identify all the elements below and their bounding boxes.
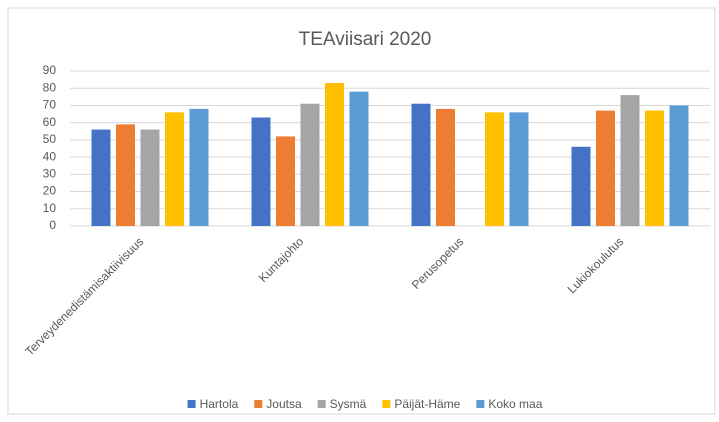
bar <box>325 83 344 226</box>
y-tick-label: 10 <box>43 201 57 215</box>
y-tick-label: 60 <box>43 115 57 129</box>
y-tick-label: 20 <box>43 184 57 198</box>
legend-swatch <box>187 400 196 408</box>
bar <box>620 95 640 226</box>
bar <box>116 124 135 226</box>
legend-swatch <box>476 400 485 408</box>
bar <box>645 110 664 226</box>
bar <box>251 117 271 226</box>
legend-swatch <box>254 400 263 408</box>
y-tick-label: 70 <box>43 98 57 112</box>
bar <box>485 112 504 226</box>
bar <box>165 112 184 226</box>
bar <box>411 103 431 226</box>
legend-label: Joutsa <box>266 397 302 411</box>
legend-swatch <box>317 400 326 408</box>
legend-label: Päijät-Häme <box>394 397 460 411</box>
bar <box>349 91 369 227</box>
bar <box>276 136 295 226</box>
bar <box>436 108 455 226</box>
bar <box>300 103 320 226</box>
y-tick-label: 40 <box>43 149 57 163</box>
bar <box>669 105 689 226</box>
y-tick-label: 30 <box>43 167 57 181</box>
legend-swatch <box>382 400 391 408</box>
y-tick-label: 50 <box>43 132 57 146</box>
bar <box>189 108 209 226</box>
bar <box>596 110 615 226</box>
legend-label: Hartola <box>200 397 239 411</box>
bar <box>571 146 591 226</box>
bar <box>91 129 111 226</box>
y-tick-label: 80 <box>43 80 57 94</box>
chart-title: TEAviisari 2020 <box>299 29 432 50</box>
legend-label: Koko maa <box>488 397 542 411</box>
y-tick-label: 0 <box>49 218 56 232</box>
bar <box>140 129 160 226</box>
legend-label: Sysmä <box>330 397 367 411</box>
y-tick-label: 90 <box>43 63 57 77</box>
bar <box>509 112 529 226</box>
